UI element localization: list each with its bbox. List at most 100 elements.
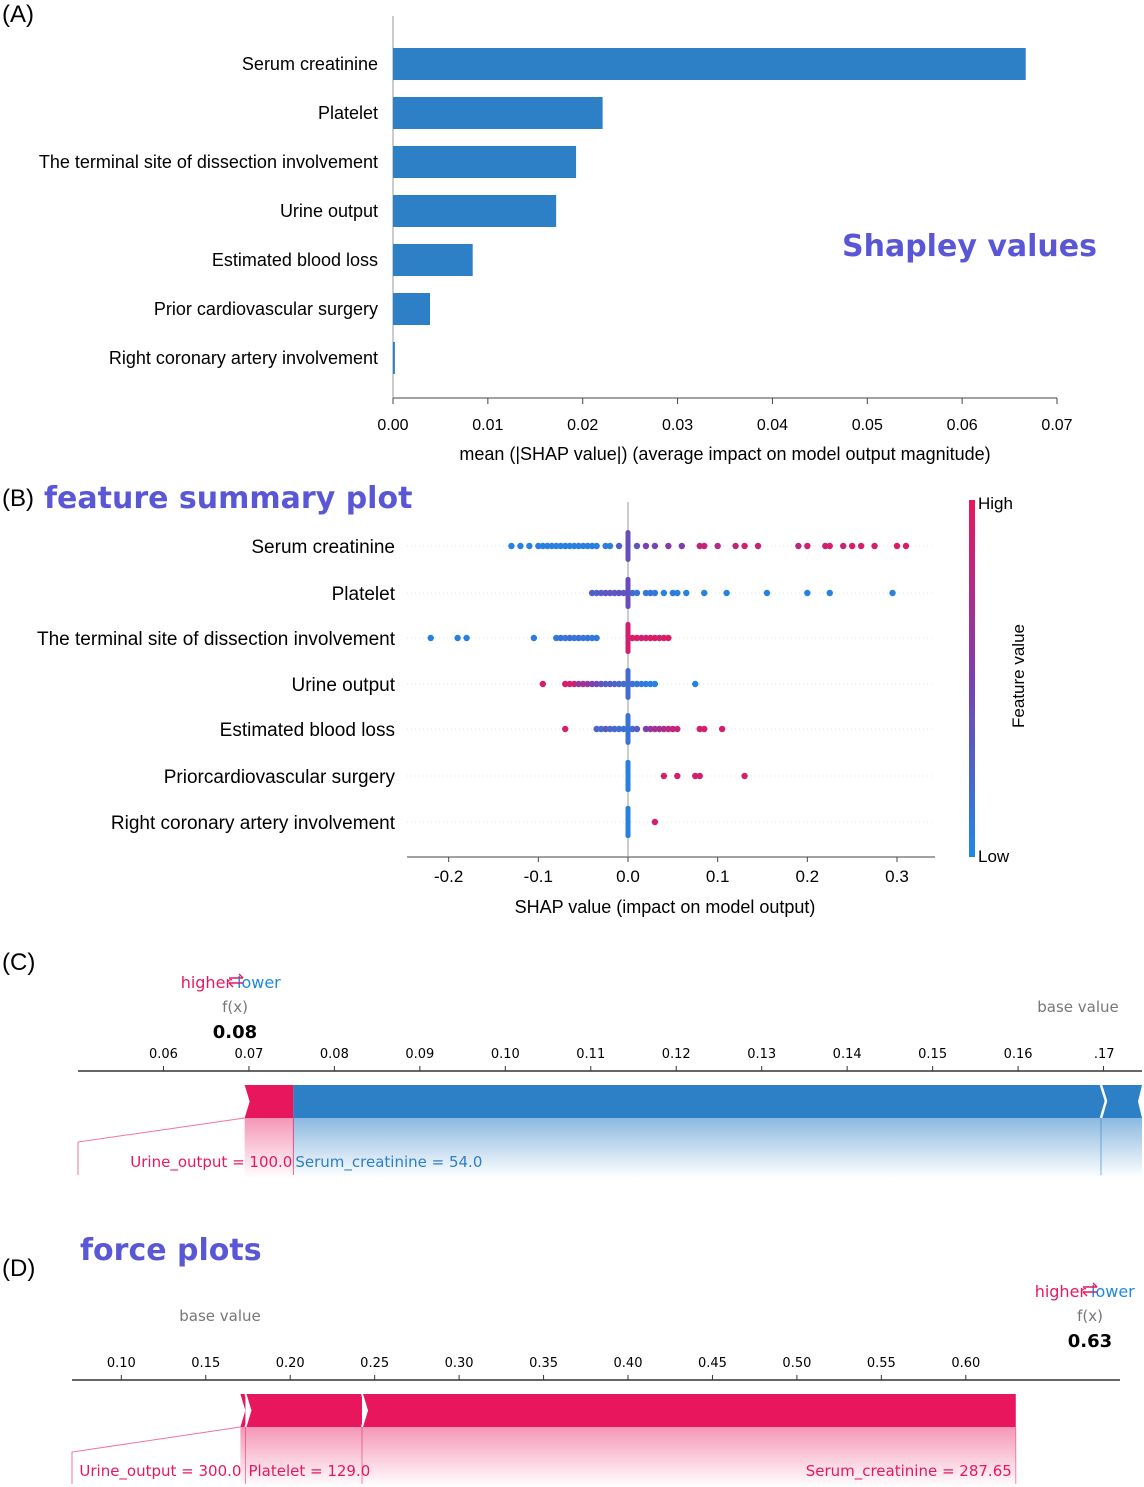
- summary-point: [642, 680, 650, 688]
- summary-point: [615, 725, 623, 733]
- legend-higher-c: higher: [181, 973, 233, 992]
- summary-point: [660, 725, 668, 733]
- summary-point: [701, 542, 708, 550]
- x-tick-label: -0.2: [434, 867, 463, 886]
- summary-point: [620, 725, 627, 733]
- summary-point: [678, 542, 685, 550]
- x-tick-label: 0.55: [867, 1356, 896, 1371]
- feature-summary-annotation: feature summary plot: [44, 481, 412, 516]
- force-label-higher: Urine_output = 300.0: [79, 1462, 241, 1481]
- segment-divider: [361, 1393, 369, 1428]
- force-segment-shadow: [245, 1427, 362, 1487]
- summary-point: [539, 542, 547, 550]
- summary-point: [718, 725, 726, 733]
- summary-point: [902, 542, 910, 550]
- summary-point: [656, 725, 663, 733]
- x-tick-label: 0.10: [107, 1356, 136, 1371]
- summary-point: [566, 680, 573, 688]
- summary-point: [822, 542, 829, 550]
- swap-arrows-icon: [1082, 1282, 1098, 1297]
- x-tick-label: 0.03: [662, 417, 693, 434]
- summary-point: [593, 725, 600, 733]
- summary-point: [647, 634, 654, 642]
- x-tick-label: 0.06: [947, 417, 978, 434]
- summary-point: [562, 634, 569, 642]
- x-tick-label: 0.13: [747, 1047, 776, 1062]
- force-segment-shadow: [293, 1118, 1142, 1178]
- summary-point: [840, 542, 847, 550]
- x-tick-label: 0.50: [782, 1356, 811, 1371]
- bar-category-label: Serum creatinine: [242, 54, 378, 74]
- force-plots-annotation: force plots: [80, 1233, 262, 1268]
- summary-point: [517, 542, 524, 550]
- summary-point: [625, 668, 631, 700]
- panel-letter-a: (A): [2, 1, 34, 28]
- x-tick-label: 0.20: [276, 1356, 305, 1371]
- summary-point: [857, 542, 865, 550]
- summary-feature-label: Right coronary artery involvement: [111, 813, 396, 834]
- force-segment-shadow: [244, 1118, 294, 1178]
- bar: [393, 244, 473, 276]
- label-connector: [77, 1117, 245, 1175]
- segment-divider: [244, 1393, 252, 1428]
- summary-point: [597, 589, 605, 597]
- bar-category-label: Platelet: [318, 103, 378, 123]
- x-tick-label: 0.07: [1041, 417, 1072, 434]
- summary-point: [669, 725, 677, 733]
- x-tick-label: 0.04: [757, 417, 788, 434]
- force-label-higher: Platelet = 129.0: [248, 1462, 370, 1480]
- summary-point: [553, 542, 560, 550]
- x-tick-label: 0.10: [491, 1047, 520, 1062]
- summary-point: [625, 806, 631, 838]
- fx-value-c: 0.08: [213, 1022, 257, 1043]
- summary-point: [526, 542, 533, 550]
- summary-point: [593, 542, 600, 550]
- x-tick-label: 0.1: [706, 867, 730, 886]
- summary-point: [889, 589, 896, 597]
- bar: [393, 146, 577, 178]
- summary-point: [606, 589, 614, 597]
- bar: [393, 97, 603, 129]
- summary-point: [562, 542, 569, 550]
- summary-feature-label: Serum creatinine: [251, 537, 395, 558]
- force-segment-higher: [361, 1394, 1016, 1427]
- summary-point: [696, 725, 703, 733]
- summary-point: [665, 725, 672, 733]
- base-value-label-c: base value: [1037, 998, 1119, 1016]
- summary-point: [625, 530, 631, 562]
- summary-point: [597, 725, 605, 733]
- summary-point: [651, 634, 659, 642]
- x-tick-label: 0.0: [616, 867, 640, 886]
- summary-point: [741, 772, 748, 780]
- summary-point: [571, 680, 578, 688]
- summary-point: [696, 772, 703, 780]
- summary-point: [544, 542, 551, 550]
- summary-feature-label: The terminal site of dissection involvem…: [37, 629, 396, 650]
- bar-category-label: Prior cardiovascular surgery: [154, 299, 378, 319]
- summary-point: [553, 634, 560, 642]
- base-value-marker: [1099, 1084, 1108, 1119]
- summary-point: [588, 542, 596, 550]
- summary-point: [611, 680, 618, 688]
- summary-point: [660, 772, 668, 780]
- summary-point: [620, 589, 627, 597]
- summary-point: [625, 713, 631, 745]
- summary-point: [692, 680, 699, 688]
- summary-point: [754, 542, 762, 550]
- summary-point: [463, 634, 470, 642]
- summary-point: [606, 725, 614, 733]
- summary-point: [647, 725, 654, 733]
- summary-point: [454, 634, 461, 642]
- summary-point: [584, 634, 591, 642]
- summary-point: [638, 634, 645, 642]
- bar: [393, 195, 557, 227]
- summary-point: [701, 589, 708, 597]
- summary-point: [566, 634, 573, 642]
- fx-value-d: 0.63: [1068, 1331, 1112, 1352]
- feature-value-colorbar: [969, 500, 975, 857]
- summary-point: [638, 680, 645, 688]
- summary-point: [651, 725, 659, 733]
- summary-point: [732, 542, 739, 550]
- summary-point: [588, 634, 596, 642]
- bar: [393, 48, 1026, 80]
